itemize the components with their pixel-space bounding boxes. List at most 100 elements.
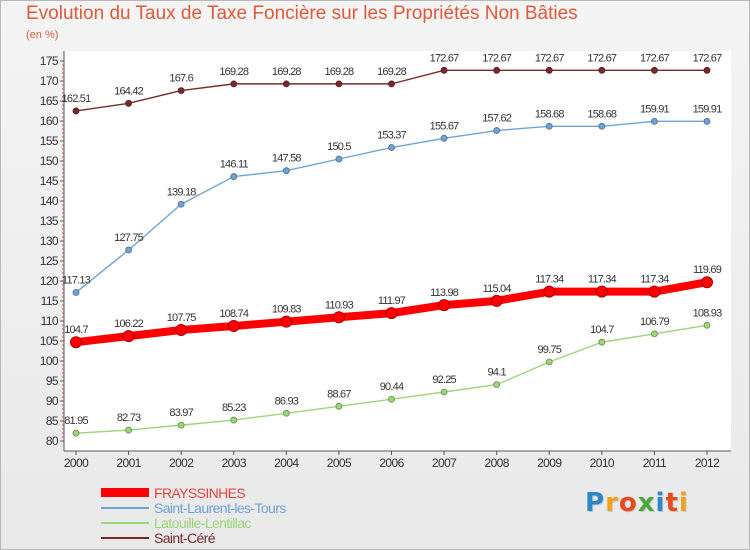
y-tick-label: 150 xyxy=(40,154,59,168)
data-point xyxy=(703,117,711,125)
y-tick-label: 140 xyxy=(40,194,59,208)
y-tick-label: 125 xyxy=(40,254,59,268)
data-label: 172.67 xyxy=(693,52,723,64)
legend-swatch xyxy=(101,536,149,539)
x-tick-label: 2003 xyxy=(222,456,247,470)
data-label: 169.28 xyxy=(324,66,354,78)
data-label: 155.67 xyxy=(430,120,460,132)
data-label: 106.22 xyxy=(114,318,144,330)
y-tick-label: 155 xyxy=(40,134,59,148)
data-label: 117.34 xyxy=(640,274,669,286)
data-point xyxy=(230,416,238,424)
data-point xyxy=(440,388,448,396)
y-tick-label: 110 xyxy=(41,314,59,328)
data-point xyxy=(388,144,395,151)
data-label: 169.28 xyxy=(377,66,407,78)
data-label: 139.18 xyxy=(167,186,197,198)
data-label: 117.13 xyxy=(62,274,91,286)
y-tick-label: 100 xyxy=(40,354,59,368)
data-point xyxy=(598,338,606,346)
data-point xyxy=(651,117,658,125)
data-point xyxy=(282,80,290,88)
data-label: 92.25 xyxy=(432,374,456,386)
data-point xyxy=(335,402,343,410)
data-point xyxy=(595,285,608,298)
data-label: 159.91 xyxy=(693,103,723,115)
data-point xyxy=(598,66,606,74)
data-label: 158.68 xyxy=(535,108,565,120)
data-label: 104.7 xyxy=(64,324,88,336)
legend-label: Latouille-Lentillac xyxy=(154,514,251,531)
data-point xyxy=(282,409,290,417)
data-point xyxy=(543,285,556,298)
data-point xyxy=(177,87,185,94)
data-point xyxy=(440,134,448,142)
data-label: 107.75 xyxy=(167,312,197,324)
data-point xyxy=(122,330,135,343)
data-label: 94.1 xyxy=(488,367,507,379)
x-tick-label: 2007 xyxy=(432,456,457,470)
data-label: 164.42 xyxy=(114,85,144,97)
data-point xyxy=(545,358,553,366)
unit-label: (en %) xyxy=(26,29,59,41)
data-point xyxy=(651,330,658,338)
data-label: 127.75 xyxy=(114,232,144,244)
data-point xyxy=(70,336,82,349)
x-tick-label: 2012 xyxy=(695,456,720,470)
data-point xyxy=(335,80,343,88)
data-point xyxy=(440,66,448,74)
y-tick-label: 120 xyxy=(40,274,59,288)
data-label: 110.93 xyxy=(325,299,354,311)
data-label: 147.58 xyxy=(272,153,302,165)
x-tick-label: 2005 xyxy=(327,456,352,470)
data-point xyxy=(335,155,343,163)
data-point xyxy=(177,200,185,208)
chart-title: Evolution du Taux de Taxe Foncière sur l… xyxy=(26,3,578,24)
data-point xyxy=(72,429,80,437)
y-tick-label: 160 xyxy=(40,114,59,128)
data-point xyxy=(493,66,501,74)
data-label: 162.51 xyxy=(62,93,92,105)
data-label: 106.79 xyxy=(640,316,670,328)
data-point xyxy=(385,307,398,320)
data-label: 172.67 xyxy=(587,52,617,64)
data-label: 108.74 xyxy=(219,308,249,320)
data-label: 113.98 xyxy=(430,287,459,299)
data-label: 111.97 xyxy=(378,295,406,307)
data-point xyxy=(125,246,132,254)
proxiti-logo: Proxiti xyxy=(585,488,689,518)
data-point xyxy=(493,381,501,389)
data-label: 85.23 xyxy=(222,402,246,414)
data-label: 169.28 xyxy=(219,66,249,78)
data-label: 115.04 xyxy=(483,283,512,295)
legend-label: FRAYSSINHES xyxy=(154,484,246,501)
legend-label: Saint-Céré xyxy=(154,529,216,546)
x-tick-label: 2002 xyxy=(169,456,194,470)
data-label: 153.37 xyxy=(377,130,407,142)
legend-item: Saint-Laurent-les-Tours xyxy=(101,500,286,516)
legend-item: Latouille-Lentillac xyxy=(101,514,286,531)
data-point xyxy=(282,167,290,175)
data-point xyxy=(230,173,238,180)
x-tick-label: 2000 xyxy=(64,456,89,470)
y-tick-label: 175 xyxy=(40,54,59,68)
data-label: 117.34 xyxy=(535,274,564,286)
data-label: 104.7 xyxy=(590,324,614,336)
data-label: 88.67 xyxy=(327,388,351,400)
y-tick-label: 135 xyxy=(40,214,59,228)
x-tick-label: 2009 xyxy=(537,456,562,470)
data-point xyxy=(388,395,395,403)
x-tick-label: 2004 xyxy=(274,456,299,470)
data-label: 108.93 xyxy=(693,307,723,319)
y-tick-label: 85 xyxy=(46,414,59,428)
data-point xyxy=(227,320,240,333)
legend-item: FRAYSSINHES xyxy=(101,484,286,501)
data-point xyxy=(493,127,501,134)
data-label: 146.11 xyxy=(220,159,249,171)
data-point xyxy=(703,66,711,74)
legend-swatch xyxy=(101,521,149,524)
y-tick-label: 145 xyxy=(40,174,59,188)
y-tick-label: 115 xyxy=(41,294,59,308)
